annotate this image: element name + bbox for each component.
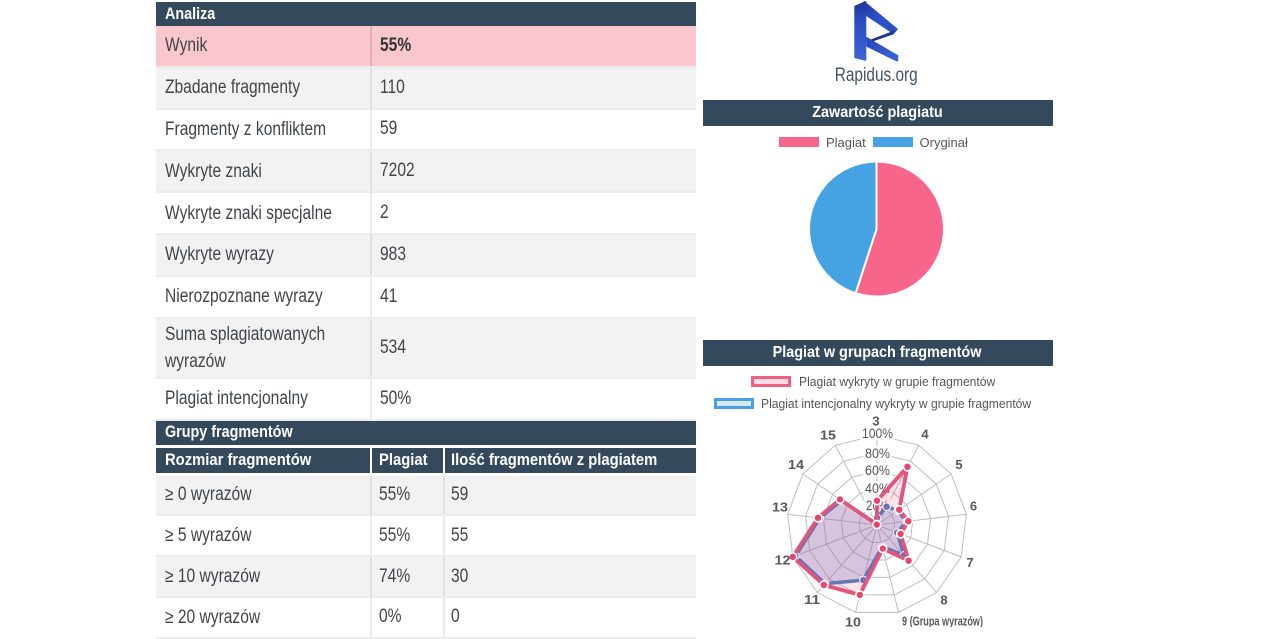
svg-text:13: 13: [772, 500, 788, 515]
svg-text:3: 3: [872, 414, 879, 429]
svg-text:5: 5: [955, 457, 962, 472]
svg-text:14: 14: [788, 457, 805, 472]
svg-text:7: 7: [966, 555, 973, 570]
svg-text:11: 11: [804, 592, 820, 607]
svg-text:9 (Grupa wyrazów): 9 (Grupa wyrazów): [902, 614, 983, 628]
svg-text:10: 10: [845, 615, 861, 628]
svg-text:60%: 60%: [865, 462, 890, 478]
svg-text:8: 8: [940, 593, 947, 608]
svg-text:6: 6: [970, 499, 977, 514]
svg-text:12: 12: [775, 553, 791, 568]
svg-text:4: 4: [921, 427, 929, 442]
svg-text:15: 15: [820, 428, 836, 443]
svg-text:100%: 100%: [862, 425, 893, 441]
svg-text:80%: 80%: [865, 445, 890, 461]
